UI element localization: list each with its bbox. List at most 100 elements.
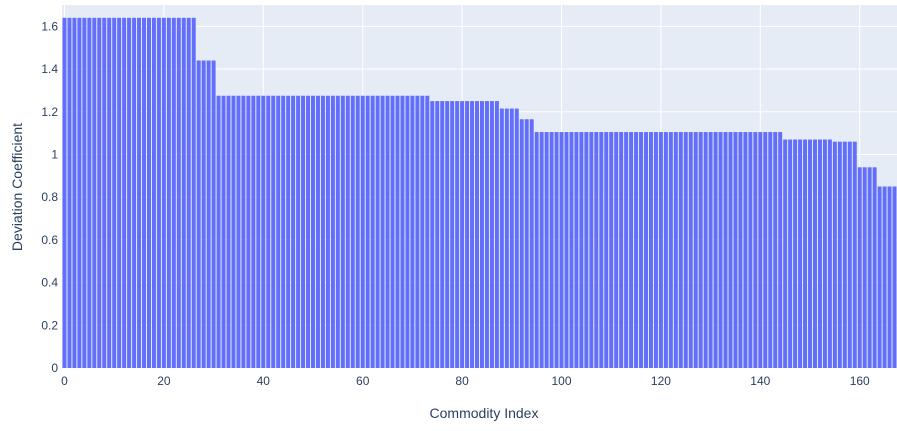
bar — [634, 132, 639, 368]
x-tick-label: 120 — [651, 374, 671, 388]
bar — [798, 139, 803, 368]
bar — [589, 132, 594, 368]
y-tick-label: 1.6 — [41, 19, 58, 33]
bar — [564, 132, 569, 368]
bar — [738, 132, 743, 368]
bar — [132, 17, 137, 368]
bar — [301, 95, 306, 368]
bar — [698, 132, 703, 368]
bar — [718, 132, 723, 368]
bar — [311, 95, 315, 368]
y-tick-label: 0.4 — [41, 276, 58, 290]
bar — [788, 139, 793, 368]
bar — [713, 132, 718, 368]
bar — [748, 132, 753, 368]
bar — [783, 139, 788, 368]
bar — [857, 167, 862, 368]
bar — [360, 95, 365, 368]
bar — [127, 17, 132, 368]
bar — [475, 101, 480, 369]
bar — [430, 101, 435, 369]
bar — [216, 95, 221, 368]
bar — [514, 108, 519, 368]
bar — [509, 108, 514, 368]
bar — [355, 95, 360, 368]
bar — [62, 17, 67, 368]
bar — [703, 132, 708, 368]
bar — [410, 95, 415, 368]
bar — [325, 95, 330, 368]
bar — [82, 17, 87, 368]
bar — [847, 141, 852, 368]
bar — [614, 132, 619, 368]
bar — [728, 132, 733, 368]
bar — [435, 101, 440, 369]
bar — [658, 132, 663, 368]
bar — [663, 132, 668, 368]
bar — [892, 186, 897, 368]
bar — [77, 17, 82, 368]
bar — [380, 95, 385, 368]
bar — [574, 132, 579, 368]
bar — [390, 95, 395, 368]
bar — [668, 132, 673, 368]
bar — [226, 95, 231, 368]
bar — [211, 60, 216, 369]
y-tick-label: 0.2 — [41, 318, 58, 332]
bar — [146, 17, 151, 368]
bar — [370, 95, 375, 368]
bar — [350, 95, 355, 368]
bar — [504, 108, 509, 368]
bar — [102, 17, 107, 368]
bar — [166, 17, 171, 368]
bar — [822, 139, 827, 368]
bar — [186, 17, 191, 368]
bar — [683, 132, 688, 368]
bar — [862, 167, 867, 368]
bar — [176, 17, 181, 368]
bar — [559, 132, 564, 368]
bar — [688, 132, 693, 368]
bar — [335, 95, 340, 368]
bar — [768, 132, 773, 368]
bar — [813, 139, 817, 368]
bar — [142, 17, 146, 368]
bar — [315, 95, 320, 368]
bar — [619, 132, 624, 368]
bar — [156, 17, 161, 368]
bar — [286, 95, 291, 368]
bar — [470, 101, 475, 369]
x-tick-label: 140 — [750, 374, 770, 388]
bar — [405, 95, 410, 368]
bar — [400, 95, 405, 368]
bar — [534, 132, 539, 368]
bar — [519, 119, 524, 368]
y-axis-label: Deviation Coefficient — [9, 123, 25, 251]
bar — [261, 95, 266, 368]
bar — [753, 132, 758, 368]
bar — [604, 132, 609, 368]
bar — [320, 95, 325, 368]
bar — [445, 101, 450, 369]
bar — [579, 132, 584, 368]
bar — [425, 95, 430, 368]
bar — [365, 95, 370, 368]
bar — [201, 60, 206, 369]
bar — [549, 132, 554, 368]
bar — [494, 101, 499, 369]
bar — [296, 95, 301, 368]
bar — [191, 17, 196, 368]
bar — [653, 132, 658, 368]
bar — [693, 132, 698, 368]
bar — [107, 17, 112, 368]
bar — [584, 132, 589, 368]
bar — [151, 17, 156, 368]
bar — [569, 132, 574, 368]
bar — [236, 95, 241, 368]
bar — [72, 17, 77, 368]
x-tick-label: 100 — [551, 374, 571, 388]
bar — [67, 17, 72, 368]
bar — [877, 186, 882, 368]
bar — [117, 17, 122, 368]
